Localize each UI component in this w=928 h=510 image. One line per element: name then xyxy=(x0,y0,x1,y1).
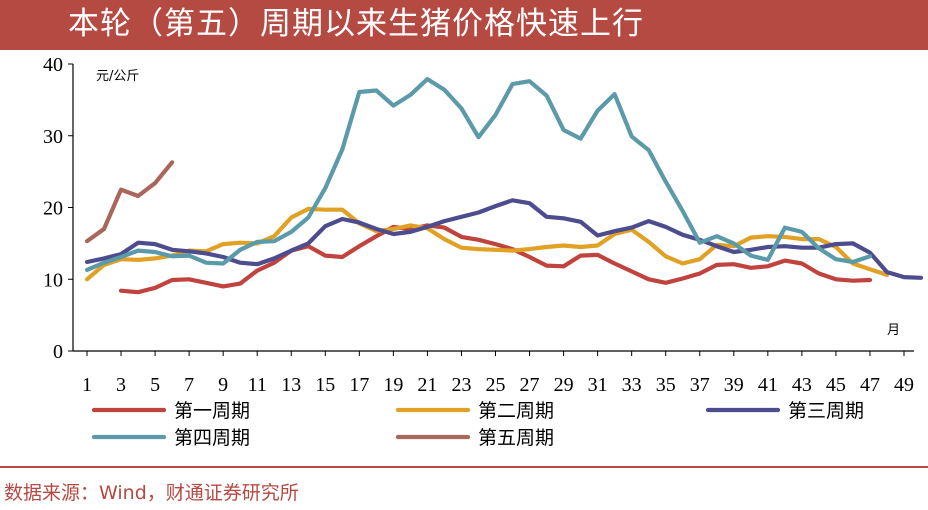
x-tick-label: 25 xyxy=(486,374,506,396)
x-tick-label: 1 xyxy=(82,374,92,396)
x-tick-label: 9 xyxy=(218,374,228,396)
x-tick-label: 49 xyxy=(894,374,914,396)
y-tick-label: 0 xyxy=(53,341,63,363)
y-unit-label: 元/公斤 xyxy=(96,69,139,84)
legend-label-1: 第一周期 xyxy=(174,400,250,422)
chart-title: 本轮（第五）周期以来生猪价格快速上行 xyxy=(68,6,644,42)
series-line-1 xyxy=(118,223,873,295)
title-bar: 本轮（第五）周期以来生猪价格快速上行 xyxy=(0,0,928,50)
x-tick-label: 7 xyxy=(184,374,194,396)
legend-label-5: 第五周期 xyxy=(478,427,554,449)
x-tick-label: 35 xyxy=(656,374,676,396)
x-tick-label: 37 xyxy=(690,374,710,396)
x-tick-label: 31 xyxy=(588,374,608,396)
series-line-5 xyxy=(84,160,175,244)
series-line-3 xyxy=(84,198,924,280)
x-tick-label: 39 xyxy=(724,374,744,396)
y-tick-label: 20 xyxy=(43,198,63,220)
x-tick-label: 11 xyxy=(248,374,267,396)
x-tick-label: 13 xyxy=(281,374,301,396)
x-unit-label: 月 xyxy=(887,323,900,338)
x-tick-label: 23 xyxy=(451,374,471,396)
x-tick-label: 45 xyxy=(826,374,846,396)
x-tick-label: 17 xyxy=(349,374,369,396)
legend-label-4: 第四周期 xyxy=(174,427,250,449)
x-tick-label: 3 xyxy=(116,374,126,396)
legend-label-2: 第二周期 xyxy=(478,400,554,422)
x-tick-label: 47 xyxy=(860,374,880,396)
y-tick-label: 30 xyxy=(43,126,63,148)
bottom-divider xyxy=(0,466,928,468)
x-tick-label: 33 xyxy=(622,374,642,396)
y-tick-label: 10 xyxy=(43,269,63,291)
x-tick-label: 27 xyxy=(520,374,540,396)
x-tick-label: 43 xyxy=(792,374,812,396)
series-line-2 xyxy=(84,206,890,282)
series-layer xyxy=(84,76,924,295)
legend-label-3: 第三周期 xyxy=(788,400,864,422)
x-tick-label: 15 xyxy=(315,374,335,396)
x-tick-label: 21 xyxy=(417,374,437,396)
x-tick-label: 19 xyxy=(383,374,403,396)
x-tick-label: 5 xyxy=(150,374,160,396)
series-line-4 xyxy=(84,76,873,272)
y-tick-label: 40 xyxy=(43,54,63,76)
x-tick-label: 29 xyxy=(554,374,574,396)
source-note: 数据来源：Wind，财通证券研究所 xyxy=(4,482,299,504)
x-tick-label: 41 xyxy=(758,374,778,396)
